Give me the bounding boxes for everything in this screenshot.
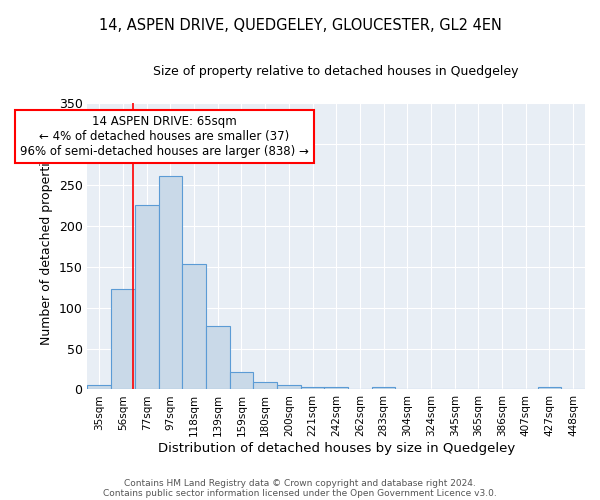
Bar	[88, 384, 111, 390]
Text: Contains HM Land Registry data © Crown copyright and database right 2024.: Contains HM Land Registry data © Crown c…	[124, 478, 476, 488]
Bar	[372, 387, 395, 390]
Bar	[111, 288, 135, 390]
Bar	[538, 387, 562, 390]
Text: Contains public sector information licensed under the Open Government Licence v3: Contains public sector information licen…	[103, 488, 497, 498]
Bar	[135, 205, 158, 390]
X-axis label: Distribution of detached houses by size in Quedgeley: Distribution of detached houses by size …	[158, 442, 515, 455]
Text: 14 ASPEN DRIVE: 65sqm
← 4% of detached houses are smaller (37)
96% of semi-detac: 14 ASPEN DRIVE: 65sqm ← 4% of detached h…	[20, 115, 309, 158]
Bar	[325, 387, 348, 390]
Bar	[182, 264, 206, 390]
Bar	[230, 372, 253, 390]
Bar	[158, 176, 182, 390]
Text: 14, ASPEN DRIVE, QUEDGELEY, GLOUCESTER, GL2 4EN: 14, ASPEN DRIVE, QUEDGELEY, GLOUCESTER, …	[98, 18, 502, 32]
Title: Size of property relative to detached houses in Quedgeley: Size of property relative to detached ho…	[154, 65, 519, 78]
Bar	[277, 386, 301, 390]
Bar	[301, 387, 325, 390]
Bar	[253, 382, 277, 390]
Bar	[206, 326, 230, 390]
Y-axis label: Number of detached properties: Number of detached properties	[40, 148, 53, 344]
